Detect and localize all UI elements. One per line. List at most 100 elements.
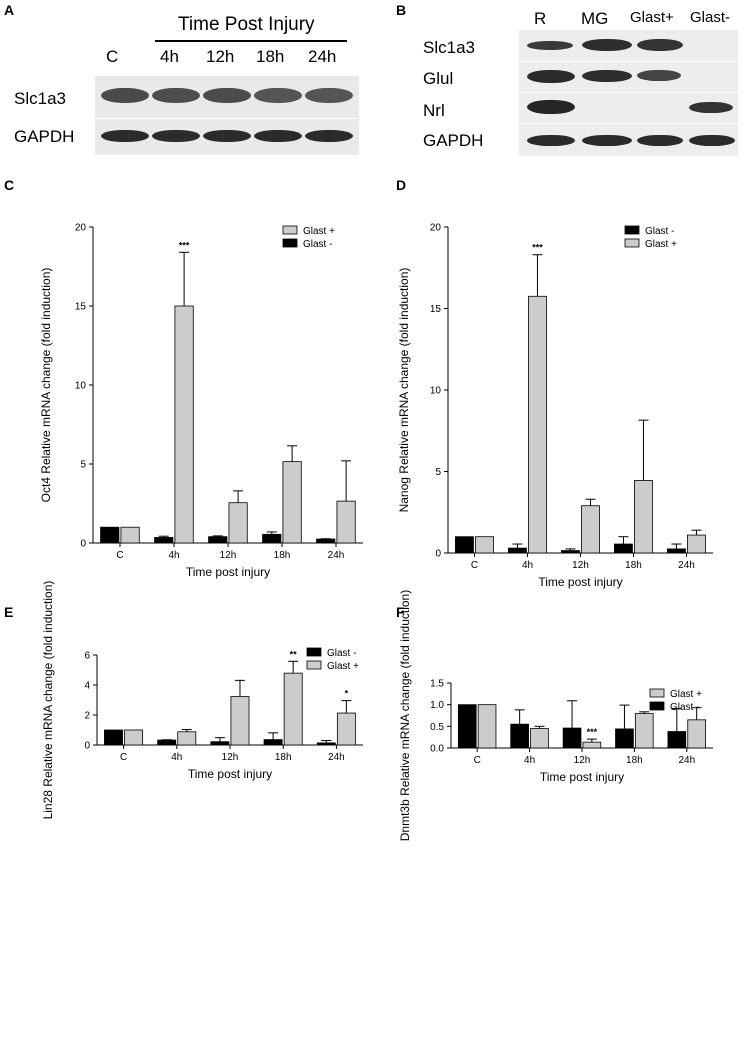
chart-d-xtick-label-2: 12h xyxy=(572,560,589,571)
chart-d-legend-label-1: Glast + xyxy=(645,239,677,250)
blot-b-lane-r: R xyxy=(534,9,547,28)
chart-e-xtick-label-1: 4h xyxy=(171,752,182,763)
chart-e-xtick-label-3: 18h xyxy=(275,752,292,763)
chart-f-bar-minus-0 xyxy=(457,704,477,749)
chart-d-legend-swatch-1 xyxy=(624,238,640,248)
panel-letter-a: A xyxy=(4,2,15,18)
chart-c-legend-swatch-0 xyxy=(282,225,298,235)
chart-c-ytick-label-2: 10 xyxy=(75,381,87,392)
chart-d-ytick-label-2: 10 xyxy=(430,386,442,397)
chart-f-legend-swatch-1 xyxy=(649,701,665,711)
chart-f-xtick-label-1: 4h xyxy=(524,755,535,766)
blot-b-strip-glul xyxy=(519,62,738,92)
blot-b-row-nrl: Nrl xyxy=(423,101,445,120)
chart-e-ytick-label-1: 2 xyxy=(84,711,90,722)
chart-e-legend-swatch-1 xyxy=(306,660,322,670)
blot-a-lane-24h: 24h xyxy=(308,47,337,66)
blot-a-strip-slc1a3 xyxy=(95,76,359,118)
blot-b-row-gapdh: GAPDH xyxy=(423,131,484,150)
blot-b-lane-glast-minus: Glast- xyxy=(690,9,731,26)
chart-c-legend-swatch-1 xyxy=(282,238,298,248)
chart-e-legend-label-1: Glast + xyxy=(327,661,359,672)
panel-letter-d: D xyxy=(396,177,407,193)
chart-f-bar-plus-2 xyxy=(582,741,602,749)
chart-c-bar-plus-0 xyxy=(120,526,140,544)
chart-d-significance-0: *** xyxy=(532,243,543,253)
chart-d-xtick-label-4: 24h xyxy=(678,560,695,571)
chart-f-bar-minus-3 xyxy=(615,728,634,749)
chart-e-ytick-label-3: 6 xyxy=(84,651,90,662)
chart-e-xtick-label-2: 12h xyxy=(222,752,239,763)
chart-e-ylabel: Lin28 Relative mRNA change (fold inducti… xyxy=(41,581,55,820)
chart-c-ytick-label-3: 15 xyxy=(75,302,87,313)
chart-f-legend-swatch-0 xyxy=(649,688,665,698)
chart-c-legend-label-1: Glast - xyxy=(303,239,332,250)
chart-e-xtick-label-4: 24h xyxy=(328,752,345,763)
chart-f-xtick-label-4: 24h xyxy=(678,755,695,766)
chart-d-ytick-label-0: 0 xyxy=(435,549,441,560)
chart-c-significance-0: *** xyxy=(179,240,190,250)
chart-c-ylabel: Oct4 Relative mRNA change (fold inductio… xyxy=(39,268,53,503)
chart-e-bar-minus-0 xyxy=(104,729,123,746)
blot-a-lane-4h: 4h xyxy=(160,47,179,66)
chart-e-bar-plus-0 xyxy=(124,729,144,746)
chart-f-xtick-label-3: 18h xyxy=(626,755,643,766)
blot-a-lane-18h: 18h xyxy=(256,47,285,66)
blot-b-row-slc1a3: Slc1a3 xyxy=(423,38,475,57)
chart-e-significance-1: * xyxy=(345,689,349,699)
blot-b-strip-slc1a3 xyxy=(519,30,738,61)
chart-f-significance-0: *** xyxy=(587,727,598,737)
chart-c-bar-minus-0 xyxy=(100,526,120,544)
blot-a-row-gapdh: GAPDH xyxy=(14,127,75,146)
chart-e-ytick-label-0: 0 xyxy=(84,741,90,752)
chart-f-legend-label-0: Glast + xyxy=(670,689,702,700)
chart-f-bar-minus-4 xyxy=(667,731,687,749)
chart-f-bar-plus-3 xyxy=(634,713,654,749)
panel-letter-c: C xyxy=(4,177,15,193)
chart-e-significance-0: ** xyxy=(290,649,298,659)
chart-d-ytick-label-1: 5 xyxy=(435,467,441,478)
blot-a-row-slc1a3: Slc1a3 xyxy=(14,89,66,108)
chart-f-bar-plus-1 xyxy=(530,728,549,749)
chart-f-bar-plus-4 xyxy=(687,719,706,749)
chart-d-legend-label-0: Glast - xyxy=(645,226,674,237)
chart-f-ytick-label-2: 1.0 xyxy=(430,700,444,711)
chart-c-ytick-label-4: 20 xyxy=(75,223,87,234)
chart-d-xlabel: Time post injury xyxy=(538,575,622,589)
chart-c-legend-label-0: Glast + xyxy=(303,226,335,237)
chart-d-ytick-label-4: 20 xyxy=(430,223,442,234)
blot-a-lane-c: C xyxy=(106,47,119,66)
chart-d-xtick-label-0: C xyxy=(471,560,478,571)
chart-d-xtick-label-1: 4h xyxy=(522,560,533,571)
chart-d-bar-minus-0 xyxy=(455,536,474,554)
panel-letter-b: B xyxy=(396,2,407,18)
blot-b-lane-glast-plus: Glast+ xyxy=(630,9,674,26)
blot-a-header-line xyxy=(155,40,347,42)
chart-f-ylabel: Dnmt3b Relative mRNA change (fold induct… xyxy=(398,590,412,841)
blot-a-lane-12h: 12h xyxy=(206,47,235,66)
blot-b-row-glul: Glul xyxy=(423,69,454,88)
chart-c-xtick-label-4: 24h xyxy=(328,550,345,561)
blot-a-header: Time Post Injury xyxy=(178,14,315,35)
chart-d-ytick-label-3: 15 xyxy=(430,304,442,315)
chart-f-xlabel: Time post injury xyxy=(540,770,624,784)
chart-c-xtick-label-1: 4h xyxy=(168,550,179,561)
chart-d-bar-plus-0 xyxy=(475,536,494,554)
blot-b-strip-nrl xyxy=(519,93,738,123)
chart-c-ytick-label-1: 5 xyxy=(80,460,86,471)
chart-c-xtick-label-3: 18h xyxy=(274,550,291,561)
chart-c-xtick-label-0: C xyxy=(116,550,123,561)
chart-e-xtick-label-0: C xyxy=(120,752,127,763)
chart-f-xtick-label-2: 12h xyxy=(574,755,591,766)
chart-e-xlabel: Time post injury xyxy=(188,767,272,781)
chart-f-bar-minus-1 xyxy=(510,723,529,749)
chart-d-xtick-label-3: 18h xyxy=(625,560,642,571)
chart-e-ytick-label-2: 4 xyxy=(84,681,90,692)
chart-f-ytick-label-0: 0.0 xyxy=(430,744,444,755)
chart-f-xtick-label-0: C xyxy=(474,755,481,766)
chart-e-legend-label-0: Glast - xyxy=(327,648,356,659)
chart-e-legend-swatch-0 xyxy=(306,647,322,657)
